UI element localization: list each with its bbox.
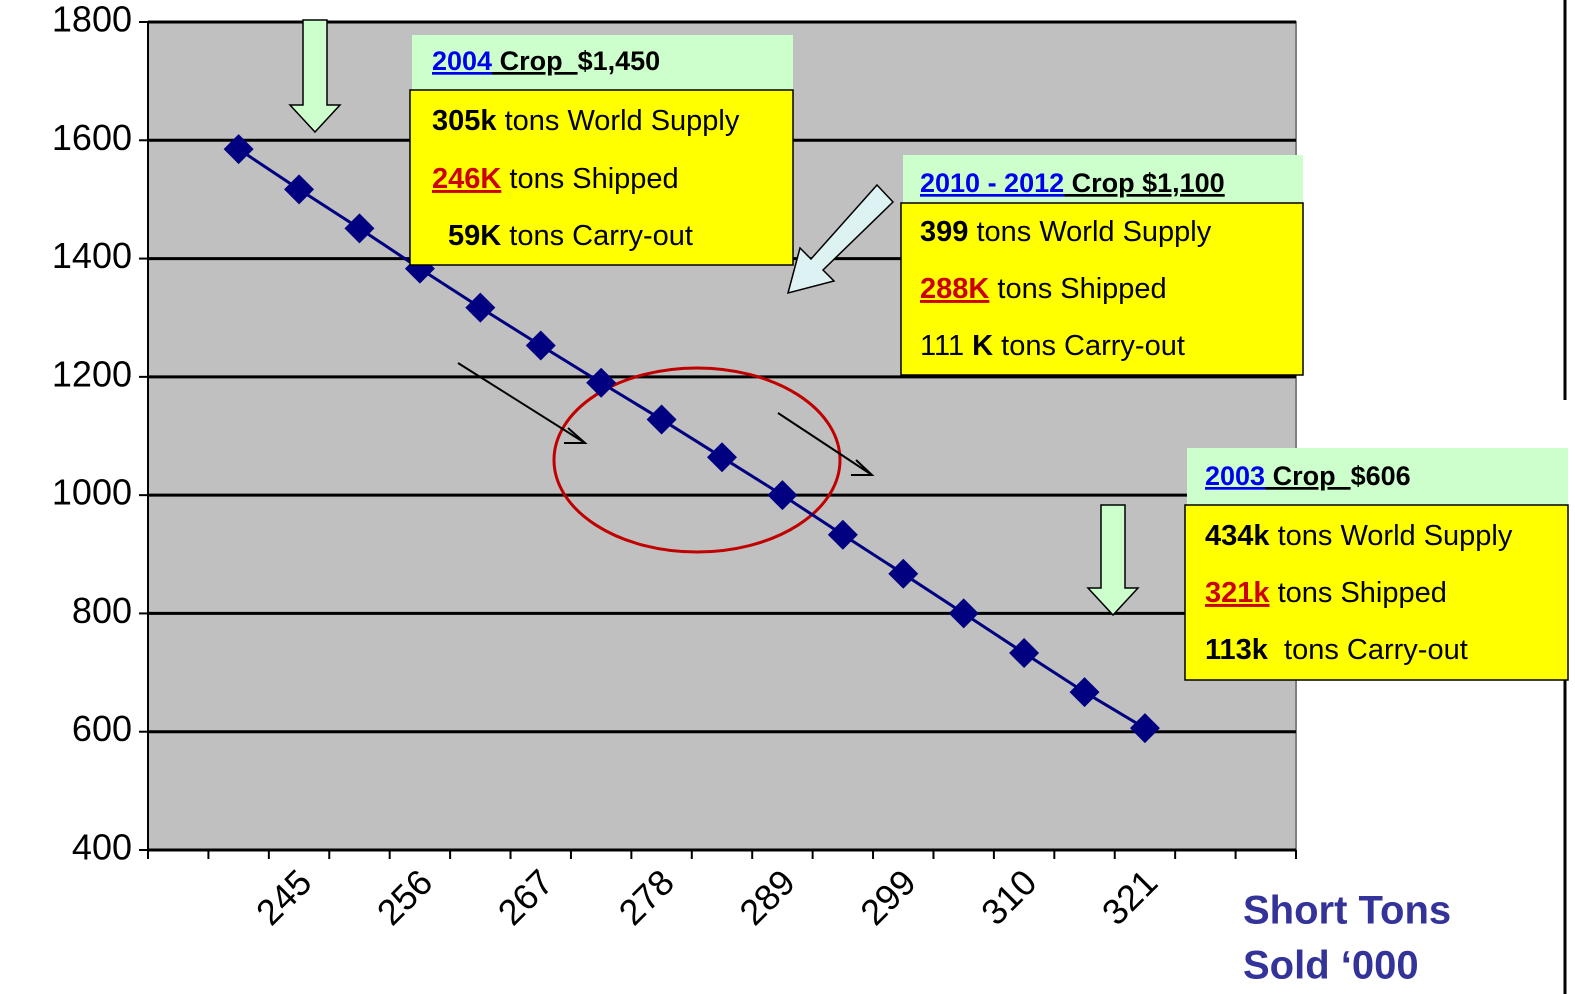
text-run: Crop $1,100 [1064, 168, 1225, 198]
x-tick-label: 299 [852, 861, 923, 932]
text-run: K [972, 330, 993, 362]
annotation-box: 2004 Crop $1,450 305k tons World Supply 24… [409, 35, 794, 266]
annotation-text: 2010 - 2012 Crop $1,100 [920, 168, 1225, 198]
highlight-ellipse [552, 366, 842, 554]
series-line [237, 147, 1146, 730]
y-tick-label: 400 [72, 827, 132, 868]
text-run: Crop [1265, 461, 1351, 491]
text-run: tons World Supply [497, 105, 740, 137]
text-run: 111 [920, 330, 972, 362]
annotation-header-bg [1187, 448, 1568, 505]
x-tick-label: 256 [369, 861, 440, 932]
annotation-text: 113k tons Carry-out [1205, 634, 1468, 666]
marker [1069, 677, 1100, 708]
block-arrow [786, 183, 895, 295]
y-tick-label: 800 [72, 590, 132, 631]
text-run: 113k [1205, 634, 1269, 666]
text-run: 399 [920, 216, 968, 248]
arrow-head [564, 427, 588, 444]
text-run: tons Carry-out [1268, 634, 1468, 666]
marker [223, 134, 254, 165]
arrow [777, 412, 873, 476]
text-run: Crop [492, 46, 578, 76]
y-tick-label: 1600 [52, 117, 132, 158]
x-tick-label: 289 [731, 861, 802, 932]
x-axis-label: Sold ‘000 [1243, 944, 1419, 988]
marker [344, 213, 375, 244]
y-tick-label: 600 [72, 708, 132, 749]
y-tick-label: 1200 [52, 353, 132, 394]
text-run: 59K [448, 220, 501, 252]
annotation-text: 305k tons World Supply [432, 105, 740, 137]
marker [827, 519, 858, 550]
text-run: $606 [1351, 461, 1411, 491]
x-tick-label: 321 [1094, 861, 1165, 932]
text-run: tons World Supply [968, 216, 1211, 248]
text-run: 2010 - 2012 [920, 168, 1064, 198]
x-tick-label: 278 [610, 861, 681, 932]
arrow-head [851, 459, 875, 476]
x-tick-label: 245 [248, 861, 319, 932]
series [223, 134, 1160, 744]
marker [948, 598, 979, 629]
x-tick-label: 267 [490, 861, 561, 932]
marker [1009, 638, 1040, 669]
marker [707, 442, 737, 473]
annotation-text: 2003 Crop $606 [1205, 461, 1411, 491]
marker [586, 367, 617, 398]
marker [767, 480, 798, 511]
marker [525, 330, 556, 361]
text-run: 305k [432, 105, 497, 137]
text-run: $1,450 [578, 46, 661, 76]
text-run: tons Shipped [501, 163, 678, 195]
annotation-text: 321k tons Shipped [1205, 577, 1447, 609]
marker [1129, 713, 1160, 744]
arrow [457, 362, 586, 444]
annotations: 2004 Crop $1,450 305k tons World Supply 24… [409, 35, 1569, 681]
text-run: 288K [920, 273, 989, 305]
marker [404, 253, 435, 284]
text-run: tons Carry-out [993, 330, 1185, 362]
block-arrow [1086, 504, 1140, 617]
annotation-box: 2010 - 2012 Crop $1,100 399 tons World Su… [900, 155, 1304, 376]
marker [646, 404, 677, 435]
thin-arrows [457, 362, 875, 476]
x-tick-label: 310 [973, 861, 1044, 932]
annotation-body-bg [409, 89, 794, 266]
annotation-text: 59K tons Carry-out [448, 220, 693, 252]
text-run: tons Carry-out [501, 220, 693, 252]
y-tick-label: 1800 [52, 0, 132, 40]
marker [465, 292, 496, 323]
text-run: tons Shipped [1270, 577, 1447, 609]
annotation-header-bg [903, 155, 1303, 203]
annotation-text: 246K tons Shipped [432, 163, 679, 195]
annotation-text: 111 K tons Carry-out [920, 330, 1185, 362]
annotation-text: 434k tons World Supply [1205, 520, 1513, 552]
y-tick-label: 1400 [52, 235, 132, 276]
y-tick-label: 1000 [52, 472, 132, 513]
annotation-text: 2004 Crop $1,450 [432, 46, 660, 76]
annotation-body-bg [1184, 504, 1569, 681]
annotation-text: 288K tons Shipped [920, 273, 1167, 305]
block-arrow [288, 19, 342, 134]
text-run: 2003 [1205, 461, 1265, 491]
text-run: 2004 [432, 46, 492, 76]
x-axis-label: Short Tons [1243, 889, 1451, 933]
text-run: 434k [1205, 520, 1270, 552]
annotation-header-bg [412, 35, 793, 90]
annotation-text: 399 tons World Supply [920, 216, 1212, 248]
text-run: 246K [432, 163, 501, 195]
annotation-body-bg [900, 202, 1304, 376]
text-run: tons Shipped [989, 273, 1166, 305]
marker [284, 174, 315, 205]
text-run: tons World Supply [1270, 520, 1513, 552]
text-run: 321k [1205, 577, 1270, 609]
marker [888, 558, 919, 589]
